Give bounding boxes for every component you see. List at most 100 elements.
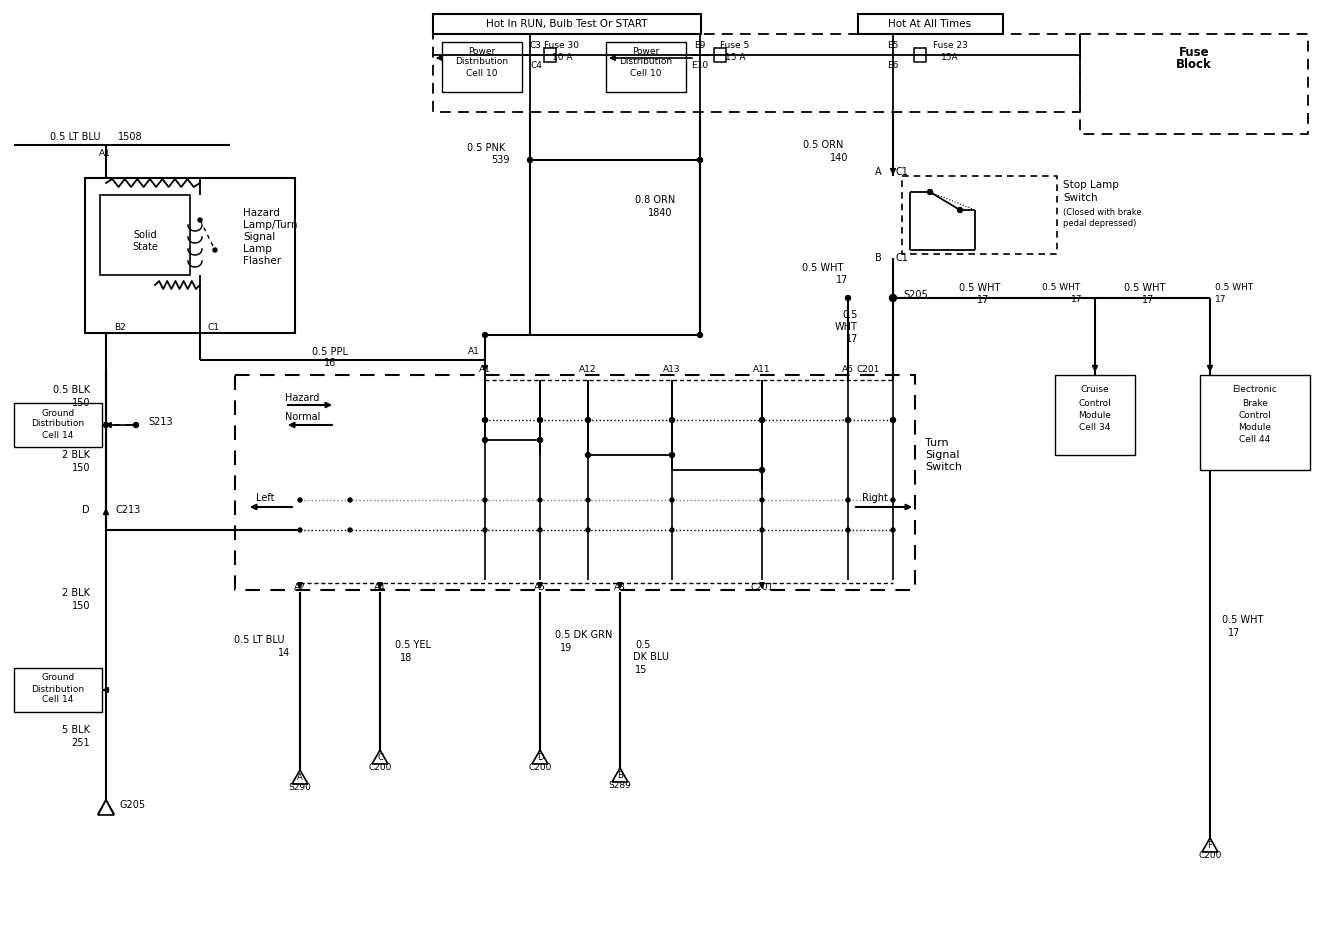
Text: 150: 150	[72, 601, 90, 611]
Bar	[714, 48, 726, 62]
Text: A1: A1	[479, 365, 491, 375]
Text: 150: 150	[72, 463, 90, 473]
Circle shape	[846, 498, 850, 502]
Text: Distribution: Distribution	[456, 58, 509, 66]
Text: 0.5 YEL: 0.5 YEL	[394, 640, 432, 650]
Circle shape	[483, 528, 487, 532]
Text: Hot At All Times: Hot At All Times	[888, 19, 972, 29]
Text: Cell 14: Cell 14	[42, 696, 73, 704]
Text: D: D	[82, 505, 90, 515]
Text: S289: S289	[608, 782, 631, 790]
Text: Solid: Solid	[133, 230, 157, 240]
Circle shape	[891, 528, 895, 532]
Circle shape	[669, 417, 675, 423]
Text: 0.5 WHT: 0.5 WHT	[1215, 283, 1254, 293]
Circle shape	[538, 498, 542, 502]
Text: B: B	[618, 770, 623, 780]
Text: Brake: Brake	[1242, 398, 1268, 408]
Text: 19: 19	[560, 643, 572, 653]
Circle shape	[891, 417, 895, 423]
Text: Fuse 23: Fuse 23	[932, 41, 967, 49]
Text: G205: G205	[120, 800, 146, 810]
Text: S290: S290	[288, 784, 312, 793]
Circle shape	[586, 528, 590, 532]
Bar	[606, 42, 687, 92]
Circle shape	[760, 467, 765, 473]
Text: Distribution: Distribution	[32, 685, 85, 695]
Text: 0.5: 0.5	[635, 640, 651, 650]
Text: Fuse 30: Fuse 30	[544, 41, 579, 49]
Text: State: State	[131, 242, 158, 252]
Text: 17: 17	[1215, 295, 1227, 305]
Text: Turn
Signal
Switch: Turn Signal Switch	[926, 438, 961, 472]
Circle shape	[482, 332, 487, 338]
Circle shape	[527, 158, 533, 162]
Text: 0.5 BLK: 0.5 BLK	[53, 385, 90, 395]
Circle shape	[760, 417, 765, 423]
Text: 0.5 WHT: 0.5 WHT	[959, 283, 1001, 293]
Circle shape	[697, 158, 703, 162]
Text: 0.5 WHT: 0.5 WHT	[1222, 615, 1263, 625]
Text: 0.5 LT BLU: 0.5 LT BLU	[50, 132, 101, 142]
Text: Fuse: Fuse	[1179, 45, 1210, 59]
Circle shape	[538, 528, 542, 532]
Text: C201: C201	[750, 583, 774, 593]
Text: Control: Control	[1239, 411, 1271, 419]
Text: Cruise: Cruise	[1081, 385, 1109, 395]
Bar	[1054, 375, 1135, 455]
Text: S213: S213	[147, 417, 173, 427]
Bar	[1201, 375, 1309, 470]
Circle shape	[586, 498, 590, 502]
Text: Lamp/Turn: Lamp/Turn	[243, 220, 297, 230]
Circle shape	[348, 528, 352, 532]
Circle shape	[586, 452, 591, 458]
Text: Fuse 5: Fuse 5	[720, 41, 749, 49]
Text: Cell 44: Cell 44	[1239, 435, 1271, 445]
Text: Cell 10: Cell 10	[466, 69, 498, 77]
Text: C200: C200	[368, 764, 392, 772]
Text: Normal: Normal	[286, 412, 320, 422]
Text: 0.5 PPL: 0.5 PPL	[312, 347, 348, 357]
Circle shape	[891, 498, 895, 502]
Text: 251: 251	[72, 738, 90, 748]
Text: 1840: 1840	[648, 208, 672, 218]
Text: A2: A2	[293, 583, 305, 593]
Circle shape	[538, 437, 543, 443]
Polygon shape	[292, 770, 308, 784]
Text: C200: C200	[1198, 851, 1222, 861]
Text: S205: S205	[903, 290, 928, 300]
Text: E10: E10	[692, 60, 709, 70]
Text: Electronic: Electronic	[1232, 385, 1278, 395]
Circle shape	[198, 218, 202, 222]
Text: Right: Right	[862, 493, 888, 503]
Text: A11: A11	[753, 365, 770, 375]
Text: pedal depressed): pedal depressed)	[1062, 220, 1137, 228]
Text: Hazard: Hazard	[243, 208, 280, 218]
Text: Distribution: Distribution	[32, 419, 85, 429]
Text: 17: 17	[977, 295, 989, 305]
Text: C1: C1	[895, 253, 908, 263]
Text: 17: 17	[835, 275, 849, 285]
Text: C3: C3	[530, 41, 542, 49]
Circle shape	[482, 417, 487, 423]
Circle shape	[586, 417, 591, 423]
Circle shape	[538, 417, 543, 423]
Text: 0.5 DK GRN: 0.5 DK GRN	[555, 630, 612, 640]
Bar	[15, 403, 102, 447]
Text: 0.5 PNK: 0.5 PNK	[466, 143, 505, 153]
Text: 1508: 1508	[118, 132, 142, 142]
Text: A4: A4	[374, 583, 386, 593]
Circle shape	[760, 498, 764, 502]
Circle shape	[212, 248, 216, 252]
Text: E6: E6	[887, 60, 899, 70]
Polygon shape	[612, 768, 628, 782]
Circle shape	[890, 295, 896, 301]
Text: E9: E9	[695, 41, 705, 49]
Text: Module: Module	[1239, 423, 1271, 431]
Text: B2: B2	[114, 324, 126, 332]
Bar	[914, 48, 926, 62]
Text: (Closed with brake: (Closed with brake	[1062, 208, 1142, 216]
Bar	[544, 48, 556, 62]
Text: 15A: 15A	[942, 53, 959, 61]
Circle shape	[671, 528, 675, 532]
